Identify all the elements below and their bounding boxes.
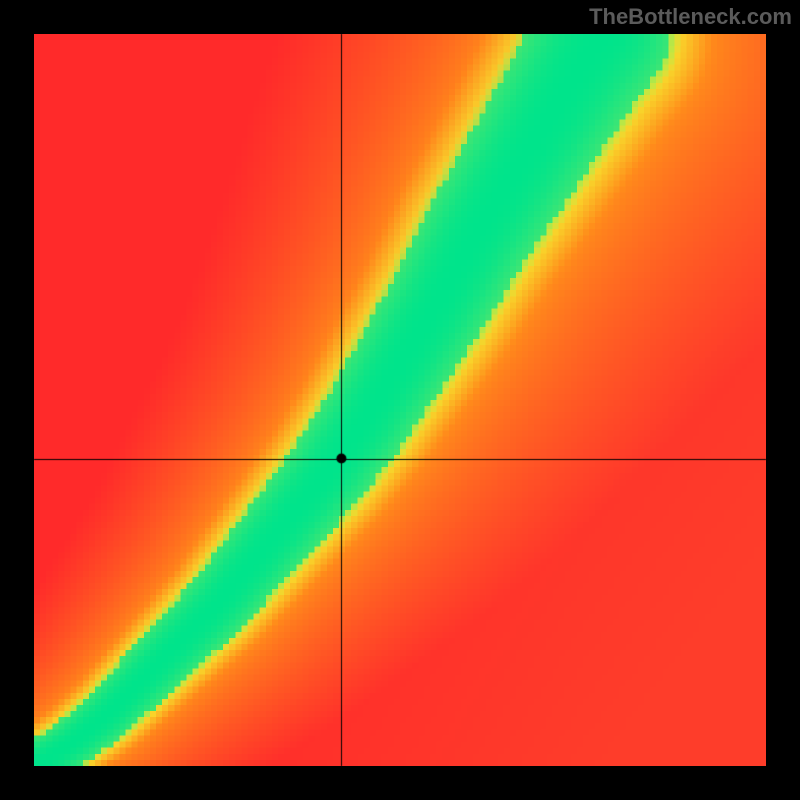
chart-root: TheBottleneck.com — [0, 0, 800, 800]
watermark-text: TheBottleneck.com — [589, 4, 792, 30]
bottleneck-heatmap — [34, 34, 766, 766]
